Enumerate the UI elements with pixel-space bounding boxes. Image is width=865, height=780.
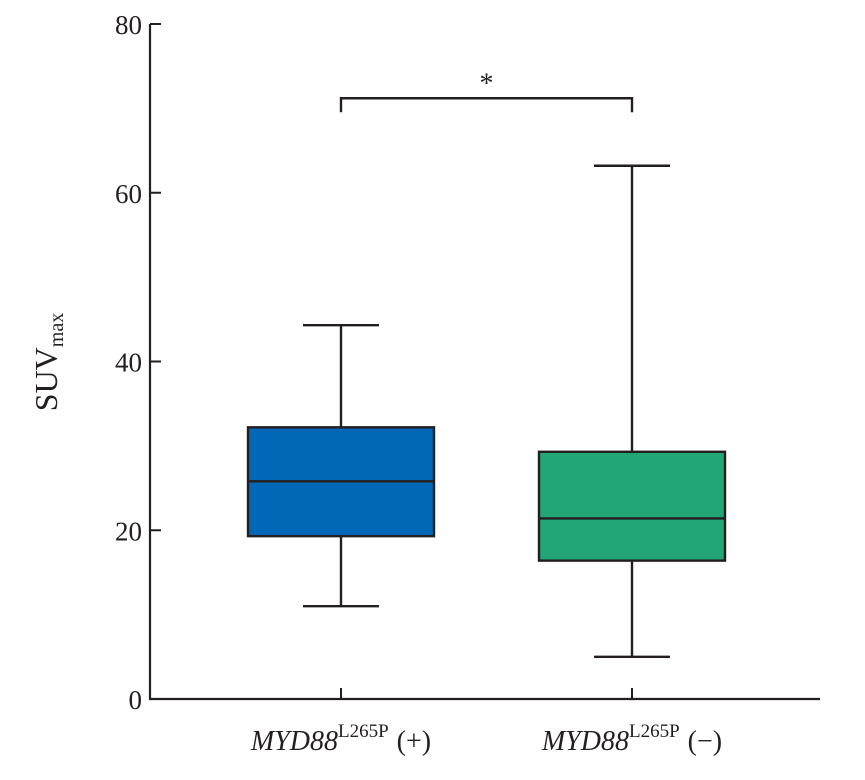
iqr-box	[537, 450, 727, 562]
significance-label: *	[480, 68, 494, 99]
boxes	[246, 164, 727, 659]
mutation-superscript: L265P	[629, 721, 680, 742]
gene-name: MYD88	[250, 726, 338, 757]
bracket-line	[339, 97, 634, 113]
x-category-label: MYD88L265P (+)	[250, 721, 431, 757]
status-text: (−)	[688, 726, 722, 757]
status-text: (+)	[397, 726, 431, 757]
y-tick-label: 40	[115, 348, 142, 378]
y-tick-label: 20	[115, 516, 142, 546]
x-category-label: MYD88L265P (−)	[541, 721, 722, 757]
significance-bracket: *	[339, 68, 634, 113]
box-group	[537, 164, 727, 659]
gene-name: MYD88	[541, 726, 629, 757]
mutation-superscript: L265P	[338, 721, 389, 742]
x-labels: MYD88L265P (+) MYD88L265P (−)	[250, 721, 722, 757]
y-axis-title-main: SUV	[28, 347, 64, 411]
y-tick-label: 80	[115, 10, 142, 40]
y-axis-title: SUVmax	[28, 313, 68, 411]
y-tick-label: 60	[115, 179, 142, 209]
box-group	[246, 324, 436, 608]
y-ticks: 0 20 40 60 80	[115, 10, 161, 715]
y-tick-label: 0	[129, 685, 143, 715]
y-axis-title-subscript: max	[46, 313, 68, 347]
x-ticks	[340, 688, 633, 699]
